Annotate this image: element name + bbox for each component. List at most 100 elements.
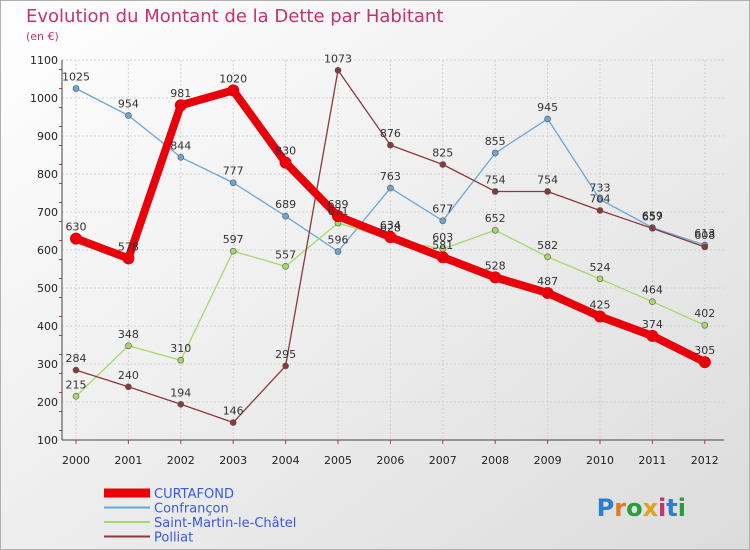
- data-point-polliat: [177, 400, 185, 408]
- y-tick-label: 200: [37, 396, 58, 409]
- data-point-curtafond: [122, 252, 135, 265]
- data-label-curtafond: 305: [694, 344, 715, 357]
- data-label-confrancon: 733: [590, 181, 611, 194]
- x-tick-label: 2006: [376, 454, 404, 467]
- data-label-polliat: 295: [275, 348, 296, 361]
- data-label-curtafond: 487: [537, 275, 558, 288]
- data-point-confrancon: [282, 212, 289, 220]
- data-point-polliat: [282, 362, 289, 370]
- chart-title: Evolution du Montant de la Dette par Hab…: [26, 6, 443, 27]
- data-label-confrancon: 954: [118, 97, 139, 110]
- data-point-confrancon: [387, 184, 394, 192]
- x-tick-label: 2005: [324, 454, 352, 467]
- data-label-saint-martin-le-chatel: 402: [694, 307, 715, 320]
- data-label-curtafond: 528: [485, 259, 506, 272]
- data-label-saint-martin-le-chatel: 215: [66, 378, 87, 391]
- y-tick-label: 800: [37, 168, 58, 181]
- data-label-curtafond: 830: [275, 145, 296, 158]
- x-tick-label: 2003: [219, 454, 247, 467]
- y-tick-label: 600: [37, 244, 58, 257]
- legend-label-curtafond: CURTAFOND: [154, 487, 234, 502]
- data-point-saint-martin-le-chatel: [282, 263, 289, 270]
- x-tick-label: 2012: [691, 454, 719, 467]
- legend-label-saint-martin-le-chatel: Saint-Martin-le-Châtel: [154, 516, 296, 531]
- data-point-curtafond: [174, 99, 187, 112]
- data-point-saint-martin-le-chatel: [596, 275, 604, 283]
- data-point-confrancon: [229, 179, 237, 187]
- series: [70, 66, 711, 426]
- data-point-saint-martin-le-chatel: [229, 247, 237, 255]
- data-point-polliat: [334, 66, 342, 74]
- data-label-confrancon: 844: [170, 139, 191, 152]
- y-tick-label: 300: [37, 358, 58, 371]
- data-label-confrancon: 659: [642, 210, 663, 223]
- data-point-polliat: [439, 161, 447, 168]
- data-point-saint-martin-le-chatel: [72, 392, 80, 400]
- data-label-confrancon: 596: [328, 234, 349, 247]
- data-label-polliat: 608: [694, 229, 715, 242]
- data-point-curtafond: [489, 271, 502, 284]
- legend: CURTAFONDConfrançonSaint-Martin-le-Châte…: [104, 487, 296, 546]
- x-tick-label: 2001: [114, 454, 142, 467]
- data-point-polliat: [544, 188, 551, 195]
- data-point-curtafond: [332, 210, 344, 223]
- data-label-polliat: 1073: [324, 52, 352, 65]
- x-tick-label: 2011: [638, 454, 666, 467]
- x-tick-label: 2008: [481, 454, 509, 467]
- data-point-curtafond: [436, 251, 449, 264]
- data-point-saint-martin-le-chatel: [491, 226, 499, 234]
- data-label-curtafond: 425: [590, 299, 611, 312]
- y-tick-label: 500: [37, 282, 58, 295]
- data-label-polliat: 657: [642, 210, 663, 223]
- data-label-confrancon: 1025: [62, 71, 90, 84]
- data-point-confrancon: [177, 153, 185, 161]
- data-label-saint-martin-le-chatel: 557: [275, 248, 296, 261]
- data-label-saint-martin-le-chatel: 310: [170, 342, 191, 355]
- data-point-confrancon: [125, 112, 132, 119]
- data-label-confrancon: 777: [223, 165, 244, 178]
- data-label-saint-martin-le-chatel: 597: [223, 233, 244, 246]
- data-label-polliat: 146: [223, 405, 244, 418]
- data-point-saint-martin-le-chatel: [177, 356, 185, 364]
- data-label-confrancon: 677: [432, 203, 453, 216]
- data-point-curtafond: [279, 156, 292, 169]
- data-label-polliat: 194: [170, 386, 191, 399]
- data-point-saint-martin-le-chatel: [125, 342, 132, 350]
- data-point-confrancon: [439, 217, 447, 225]
- y-tick-label: 1000: [30, 92, 58, 105]
- data-label-saint-martin-le-chatel: 603: [432, 231, 453, 244]
- data-point-curtafond: [541, 286, 554, 299]
- data-point-polliat: [229, 419, 237, 426]
- data-label-polliat: 876: [380, 127, 401, 140]
- data-point-polliat: [649, 225, 656, 232]
- chart-subtitle: (en €): [26, 30, 59, 43]
- data-label-polliat: 754: [537, 173, 558, 186]
- y-tick-label: 900: [37, 130, 58, 143]
- x-tick-label: 2002: [167, 454, 195, 467]
- data-labels: 1025 954 844 777 689 596 763 677 855 945 733 659 613…: [62, 52, 715, 417]
- data-label-confrancon: 613: [694, 227, 715, 240]
- data-label-curtafond: 578: [118, 240, 139, 253]
- data-point-saint-martin-le-chatel: [544, 253, 551, 261]
- data-label-saint-martin-le-chatel: 348: [118, 328, 139, 341]
- data-point-curtafond: [227, 84, 240, 97]
- data-label-polliat: 284: [66, 352, 87, 365]
- data-point-confrancon: [596, 196, 604, 203]
- data-label-curtafond: 630: [66, 221, 87, 234]
- data-point-confrancon: [544, 115, 551, 123]
- data-point-polliat: [72, 366, 80, 374]
- data-label-polliat: 704: [590, 192, 611, 205]
- data-point-curtafond: [646, 329, 659, 342]
- data-label-saint-martin-le-chatel: 582: [537, 239, 558, 252]
- data-label-confrancon: 945: [537, 101, 558, 114]
- x-tick-label: 2000: [62, 454, 90, 467]
- x-tick-label: 2010: [586, 454, 614, 467]
- y-tick-label: 1100: [30, 54, 58, 67]
- data-label-curtafond: 981: [170, 87, 191, 100]
- y-tick-label: 400: [37, 320, 58, 333]
- data-label-saint-martin-le-chatel: 628: [380, 221, 401, 234]
- data-label-polliat: 240: [118, 369, 139, 382]
- data-point-curtafond: [594, 310, 606, 323]
